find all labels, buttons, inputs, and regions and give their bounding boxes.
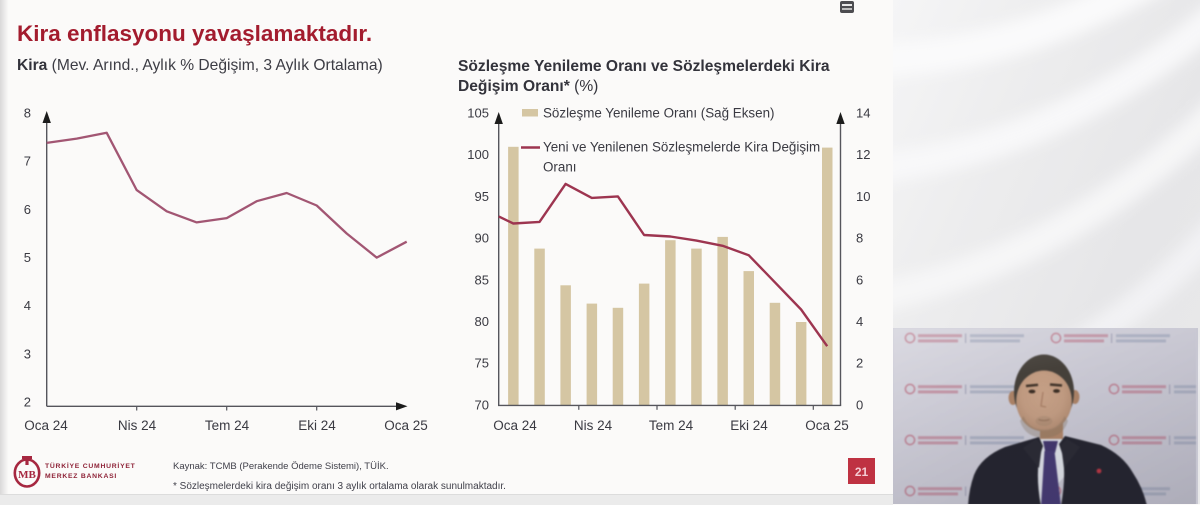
svg-text:85: 85 (475, 272, 489, 287)
svg-text:Oca 25: Oca 25 (805, 418, 849, 433)
svg-text:Yeni ve Yenilenen Sözleşmelerd: Yeni ve Yenilenen Sözleşmelerde Kira Değ… (543, 140, 820, 155)
svg-text:10: 10 (856, 189, 870, 204)
svg-text:Nis 24: Nis 24 (118, 418, 157, 433)
svg-text:5: 5 (24, 250, 31, 265)
svg-text:Oranı: Oranı (543, 160, 577, 175)
svg-text:6: 6 (856, 272, 863, 287)
svg-text:Eki 24: Eki 24 (298, 418, 336, 433)
svg-text:80: 80 (475, 314, 489, 329)
svg-text:75: 75 (475, 356, 489, 371)
svg-text:2: 2 (24, 395, 31, 410)
svg-text:2: 2 (856, 356, 863, 371)
svg-text:90: 90 (475, 231, 489, 246)
svg-text:MB: MB (18, 469, 36, 481)
svg-text:Sözleşme Yenileme Oranı (Sağ E: Sözleşme Yenileme Oranı (Sağ Eksen) (543, 106, 774, 121)
svg-text:6: 6 (24, 202, 31, 217)
svg-text:Eki 24: Eki 24 (730, 418, 768, 433)
svg-text:8: 8 (24, 106, 31, 121)
svg-text:4: 4 (856, 314, 863, 329)
svg-text:Tem 24: Tem 24 (205, 418, 250, 433)
svg-text:3: 3 (24, 346, 31, 361)
svg-text:Nis 24: Nis 24 (574, 418, 613, 433)
svg-text:14: 14 (856, 105, 870, 120)
svg-text:Oca 24: Oca 24 (493, 418, 537, 433)
svg-text:7: 7 (24, 154, 31, 169)
svg-text:105: 105 (467, 105, 489, 120)
svg-text:12: 12 (856, 147, 870, 162)
svg-text:8: 8 (856, 231, 863, 246)
svg-text:95: 95 (475, 189, 489, 204)
svg-text:Tem 24: Tem 24 (649, 418, 694, 433)
svg-text:Oca 25: Oca 25 (384, 418, 428, 433)
svg-text:70: 70 (475, 397, 489, 412)
svg-text:4: 4 (24, 298, 31, 313)
svg-text:0: 0 (856, 397, 863, 412)
svg-text:Oca 24: Oca 24 (24, 418, 68, 433)
svg-text:100: 100 (467, 147, 489, 162)
